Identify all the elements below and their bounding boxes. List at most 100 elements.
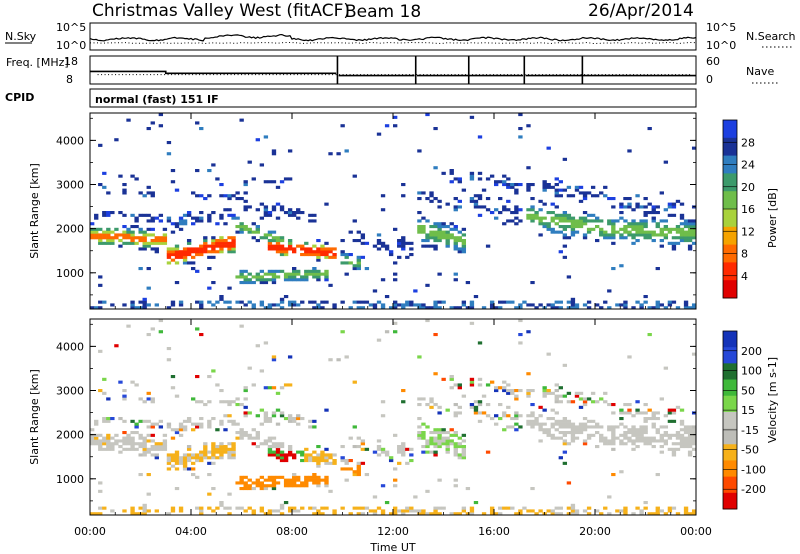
velocity-cell xyxy=(611,473,616,477)
velocity-cell xyxy=(421,436,426,440)
power-cell xyxy=(207,286,212,290)
power-cell xyxy=(203,241,208,245)
velocity-cell xyxy=(231,447,236,451)
power-cell xyxy=(287,278,293,282)
velocity-cell xyxy=(405,509,410,513)
power-cell xyxy=(320,244,325,248)
velocity-cell xyxy=(324,506,329,510)
velocity-cell xyxy=(457,383,462,387)
velocity-cell xyxy=(425,442,430,446)
power-cell xyxy=(324,300,329,304)
velocity-cell xyxy=(659,425,664,429)
power-cell xyxy=(659,219,664,223)
power-cell xyxy=(574,230,580,234)
velocity-cell xyxy=(231,400,236,404)
velocity-cell xyxy=(199,453,204,457)
power-cell xyxy=(271,205,277,209)
velocity-cell xyxy=(639,512,644,516)
velocity-cell xyxy=(106,419,111,423)
velocity-cell xyxy=(239,324,244,328)
velocity-cell xyxy=(603,506,608,510)
power-cell xyxy=(675,225,681,229)
noise-tick-right-bottom: 10^0 xyxy=(706,39,736,52)
power-cell xyxy=(130,306,135,310)
power-cell xyxy=(477,194,483,198)
velocity-cell xyxy=(259,509,265,513)
velocity-cell xyxy=(142,439,147,443)
power-cell xyxy=(243,205,248,209)
power-cell xyxy=(534,216,539,220)
power-cell xyxy=(344,272,349,276)
power-cell xyxy=(651,233,656,237)
velocity-cell xyxy=(271,450,277,454)
velocity-cell xyxy=(639,433,644,437)
power-cell xyxy=(659,233,664,237)
power-cell xyxy=(514,306,519,310)
colorbar-swatch xyxy=(723,226,737,245)
velocity-cell xyxy=(219,503,224,507)
velocity-cell xyxy=(340,467,345,471)
power-cell xyxy=(401,306,406,310)
power-cell xyxy=(578,199,584,203)
velocity-cell xyxy=(292,419,297,423)
power-cell xyxy=(380,208,386,212)
velocity-cell xyxy=(279,456,285,460)
power-cell xyxy=(643,225,648,229)
power-cell xyxy=(283,295,289,299)
velocity-cell xyxy=(393,509,398,513)
velocity-cell xyxy=(243,481,248,485)
power-cell xyxy=(651,239,656,243)
velocity-cell xyxy=(356,464,361,468)
velocity-cell xyxy=(243,484,248,488)
velocity-cell xyxy=(643,419,648,423)
power-cell xyxy=(635,300,640,304)
power-cell xyxy=(554,306,559,310)
velocity-cell xyxy=(469,321,475,325)
velocity-cell xyxy=(449,386,454,390)
velocity-cell xyxy=(611,411,616,415)
power-cell xyxy=(130,239,135,243)
power-cell xyxy=(231,247,236,251)
velocity-cell xyxy=(267,484,273,488)
power-cell xyxy=(259,278,265,282)
velocity-cell xyxy=(118,417,123,421)
power-cell xyxy=(675,227,681,231)
power-cell xyxy=(118,239,123,243)
velocity-cell xyxy=(352,473,357,477)
power-cell xyxy=(312,253,317,257)
velocity-cell xyxy=(502,411,507,415)
velocity-cell xyxy=(546,428,551,432)
velocity-cell xyxy=(207,400,212,404)
velocity-cell xyxy=(663,431,669,435)
velocity-cell xyxy=(514,389,519,393)
velocity-cell xyxy=(259,475,265,479)
power-cell xyxy=(174,250,180,254)
power-cell xyxy=(635,230,640,234)
velocity-cell xyxy=(150,433,155,437)
velocity-cell xyxy=(393,506,398,510)
velocity-cell xyxy=(138,397,143,401)
power-cell xyxy=(271,149,277,153)
velocity-cell xyxy=(364,506,370,510)
power-cell xyxy=(292,213,297,217)
velocity-cell xyxy=(356,467,361,471)
velocity-cell xyxy=(590,425,596,429)
velocity-cell xyxy=(643,501,648,505)
velocity-cell xyxy=(570,509,576,513)
velocity-cell xyxy=(106,442,111,446)
velocity-cell xyxy=(421,422,426,426)
power-cell xyxy=(195,247,200,251)
power-cell xyxy=(550,202,555,206)
power-cell xyxy=(332,255,337,259)
colorbar-swatch xyxy=(723,379,737,397)
velocity-cell xyxy=(199,459,204,463)
velocity-cell xyxy=(627,408,632,412)
velocity-cell xyxy=(158,419,164,423)
velocity-cell xyxy=(283,484,289,488)
power-cell xyxy=(417,149,422,153)
velocity-cell xyxy=(247,436,252,440)
velocity-cell xyxy=(259,506,265,510)
power-cell xyxy=(550,219,555,223)
